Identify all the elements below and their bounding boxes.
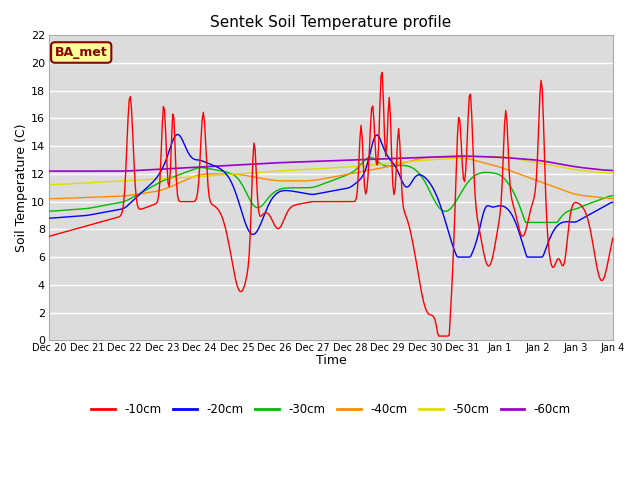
Y-axis label: Soil Temperature (C): Soil Temperature (C) bbox=[15, 123, 28, 252]
Title: Sentek Soil Temperature profile: Sentek Soil Temperature profile bbox=[211, 15, 452, 30]
X-axis label: Time: Time bbox=[316, 354, 346, 367]
Legend: -10cm, -20cm, -30cm, -40cm, -50cm, -60cm: -10cm, -20cm, -30cm, -40cm, -50cm, -60cm bbox=[86, 398, 575, 420]
Text: BA_met: BA_met bbox=[55, 46, 108, 59]
